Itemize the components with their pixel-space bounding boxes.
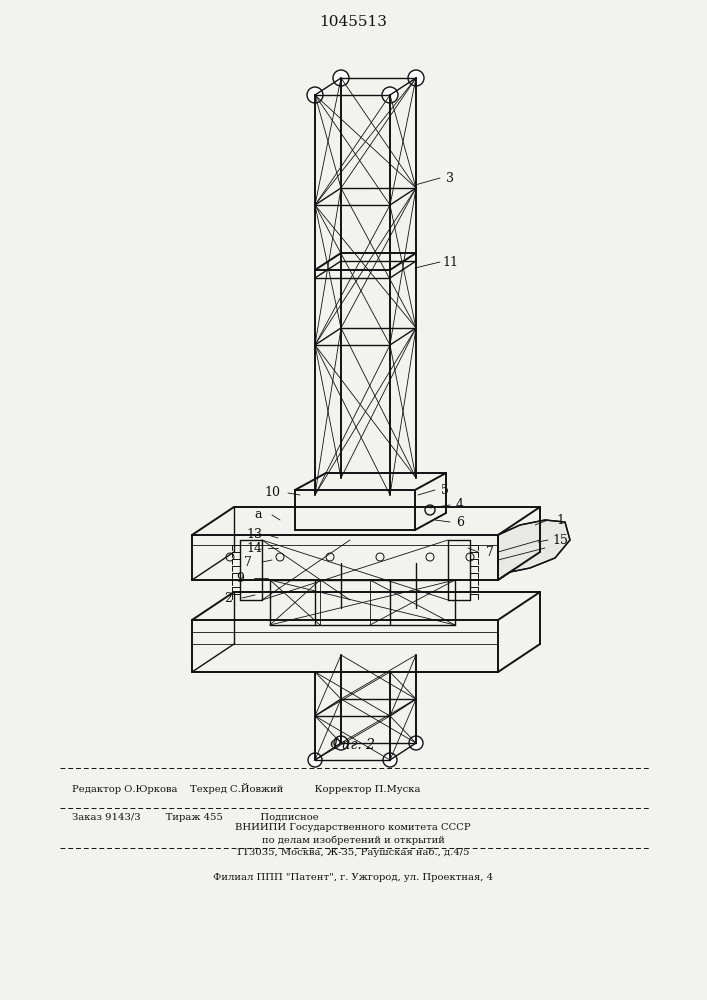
Circle shape xyxy=(307,87,323,103)
Text: 4: 4 xyxy=(456,498,464,512)
Circle shape xyxy=(308,753,322,767)
Text: 113035, Москва, Ж-35, Раушская наб., д.4/5: 113035, Москва, Ж-35, Раушская наб., д.4… xyxy=(236,847,469,857)
Text: Редактор О.Юркова    Техред С.Йовжий          Корректор П.Муска: Редактор О.Юркова Техред С.Йовжий Коррек… xyxy=(72,782,421,794)
Text: 10: 10 xyxy=(264,487,280,499)
Circle shape xyxy=(409,736,423,750)
Text: 5: 5 xyxy=(441,484,449,496)
Text: ВНИИПИ Государственного комитета СССР: ВНИИПИ Государственного комитета СССР xyxy=(235,824,471,832)
Circle shape xyxy=(382,87,398,103)
Text: 13: 13 xyxy=(246,528,262,542)
Text: 1045513: 1045513 xyxy=(319,15,387,29)
Text: 14: 14 xyxy=(246,542,262,554)
Circle shape xyxy=(333,70,349,86)
Text: 9: 9 xyxy=(236,572,244,584)
Text: 11: 11 xyxy=(442,255,458,268)
Text: 3: 3 xyxy=(446,172,454,184)
Text: а: а xyxy=(255,508,262,522)
Circle shape xyxy=(383,753,397,767)
Text: по делам изобретений и открытий: по делам изобретений и открытий xyxy=(262,835,445,845)
Text: Филиал ППП "Патент", г. Ужгород, ул. Проектная, 4: Филиал ППП "Патент", г. Ужгород, ул. Про… xyxy=(213,874,493,882)
Text: Фиг. 2: Фиг. 2 xyxy=(330,738,375,752)
Text: 1: 1 xyxy=(556,514,564,526)
Text: Заказ 9143/3        Тираж 455            Подписное: Заказ 9143/3 Тираж 455 Подписное xyxy=(72,814,319,822)
Circle shape xyxy=(334,736,348,750)
Text: 7: 7 xyxy=(244,556,252,568)
Polygon shape xyxy=(498,520,570,580)
Text: 15: 15 xyxy=(552,534,568,546)
Text: 2: 2 xyxy=(224,591,232,604)
Text: 7: 7 xyxy=(486,546,494,558)
Text: 6: 6 xyxy=(456,516,464,528)
Circle shape xyxy=(408,70,424,86)
